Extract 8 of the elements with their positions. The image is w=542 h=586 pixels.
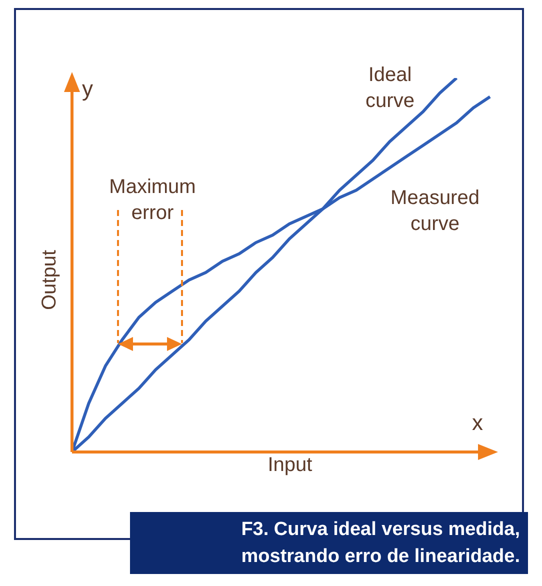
text: F3. Curva ideal versus medida, mostrando erro de linearidade.: [130, 512, 528, 574]
series-label: Measured curve: [390, 186, 480, 237]
annotation: x: [472, 410, 483, 436]
x-axis-title: Input: [266, 454, 314, 477]
annotation: Maximum error: [108, 175, 197, 226]
series-label: Ideal curve: [364, 63, 416, 114]
y-axis-title: Output: [38, 250, 62, 310]
annotation: y: [82, 76, 93, 102]
